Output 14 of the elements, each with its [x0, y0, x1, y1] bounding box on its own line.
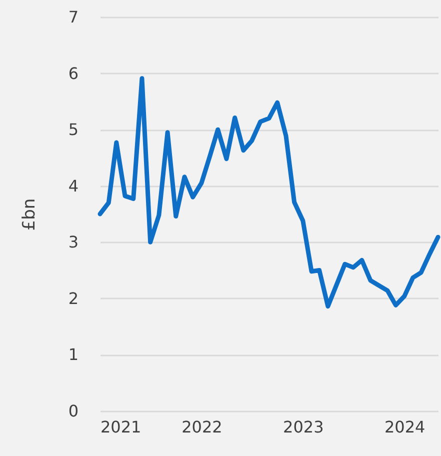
y-tick-label: 6 — [68, 64, 78, 83]
y-axis-title: £bn — [19, 198, 40, 231]
x-tick-label: 2023 — [283, 418, 324, 436]
y-tick-label: 4 — [68, 176, 78, 196]
y-tick-label: 0 — [68, 402, 78, 420]
line-series — [98, 76, 440, 309]
y-tick-label: 2 — [68, 288, 78, 308]
x-tick-label: 2021 — [100, 418, 142, 436]
x-tick-label: 2022 — [182, 418, 222, 436]
x-tick-label: 2024 — [384, 418, 426, 436]
y-tick-label: 3 — [68, 232, 78, 252]
y-tick-label: 7 — [68, 8, 78, 26]
y-tick-label: 5 — [68, 120, 78, 140]
y-tick-label: 1 — [68, 345, 78, 364]
